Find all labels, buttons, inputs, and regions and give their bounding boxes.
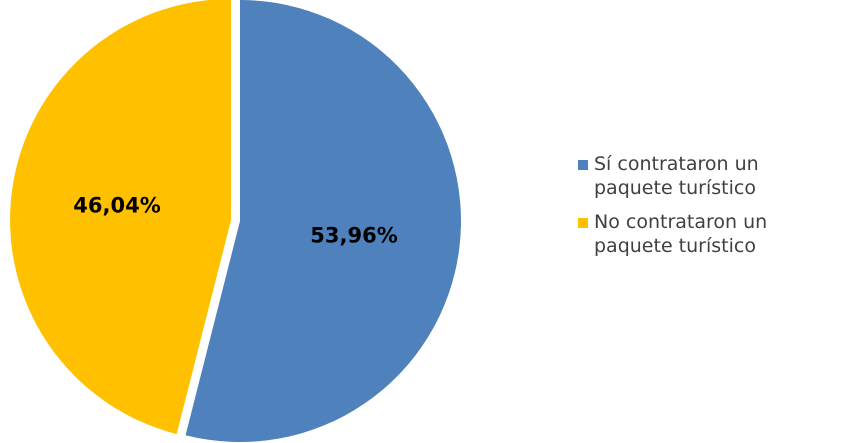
chart-legend: Sí contrataron un paquete turístico No c… — [578, 152, 840, 268]
pie-slice-no — [10, 0, 232, 435]
legend-label-no: No contrataron un paquete turístico — [594, 211, 768, 257]
pie-slice-si — [185, 0, 461, 442]
legend-label-si: Sí contrataron un paquete turístico — [594, 153, 759, 199]
data-label-no: 46,04% — [73, 194, 160, 218]
legend-item-si: Sí contrataron un paquete turístico — [578, 152, 840, 200]
legend-swatch-no — [578, 218, 588, 228]
data-label-si: 53,96% — [310, 223, 397, 247]
legend-item-no: No contrataron un paquete turístico — [578, 210, 840, 258]
legend-swatch-si — [578, 160, 588, 170]
